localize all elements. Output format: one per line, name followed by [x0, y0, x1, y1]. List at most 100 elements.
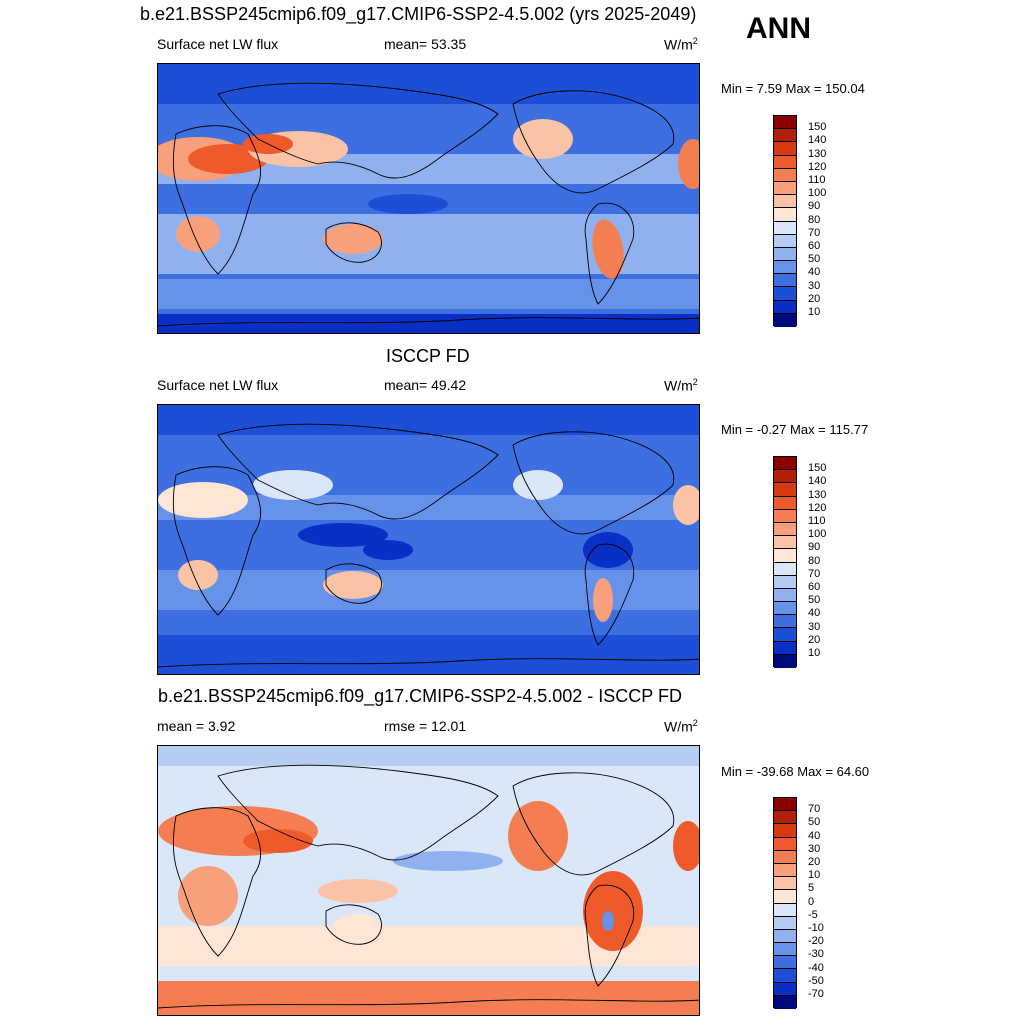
- colorbar-tick-label: -50: [808, 974, 824, 987]
- coastline: [584, 884, 635, 987]
- colorbar-swatch: [774, 943, 796, 957]
- colorbar-swatch: [774, 969, 796, 983]
- colorbar-tick-label: 70: [808, 226, 821, 239]
- coastline: [158, 317, 699, 327]
- panel-1-left-label: Surface net LW flux: [157, 36, 279, 52]
- colorbar-tick-label: 150: [808, 462, 827, 475]
- colorbar-swatch: [774, 509, 796, 523]
- colorbar-swatch: [774, 916, 796, 930]
- colorbar-swatch: [774, 615, 796, 629]
- colorbar-tick-label: 130: [808, 147, 827, 160]
- andes-warm: [593, 578, 613, 622]
- colorbar-swatch: [774, 903, 796, 917]
- arctic-band: [158, 64, 699, 104]
- units-superscript: 2: [692, 36, 698, 46]
- colorbar-swatch: [774, 287, 796, 301]
- namerica-pos: [508, 801, 568, 871]
- subtropic-band-s: [158, 570, 699, 610]
- colorbar-swatch: [774, 536, 796, 550]
- panel-2-left-label: Surface net LW flux: [157, 377, 279, 393]
- colorbar-tick-label: -40: [808, 961, 824, 974]
- colorbar-tick-label: 120: [808, 160, 827, 173]
- colorbar-tick-label: 60: [808, 240, 821, 252]
- colorbar-tick-label: 90: [808, 200, 821, 213]
- southern-ocean-band: [158, 279, 699, 309]
- units-text: W/m: [664, 36, 693, 53]
- southern-ocean-band: [158, 981, 699, 1015]
- panel-3-colorbar: [773, 797, 797, 1009]
- maritime-low: [363, 540, 413, 560]
- colorbar-swatch: [774, 313, 796, 327]
- warmpool-low: [298, 523, 388, 547]
- colorbar-swatch: [774, 562, 796, 576]
- colorbar-swatch: [774, 470, 796, 484]
- sahara-wrap: [673, 821, 699, 871]
- coastline: [172, 125, 262, 275]
- colorbar-swatch: [774, 588, 796, 603]
- colorbar-tick-label: 40: [808, 607, 821, 620]
- arctic-band: [158, 405, 699, 435]
- coastline: [325, 904, 382, 945]
- colorbar-swatch: [774, 261, 796, 275]
- coastline: [512, 90, 675, 194]
- figure-title: b.e21.BSSP245cmip6.f09_g17.CMIP6-SSP2-4.…: [140, 4, 697, 24]
- colorbar-tick-label: -20: [808, 935, 824, 948]
- colorbar-tick-label: 0: [808, 895, 815, 908]
- colorbar-tick-label: 150: [808, 121, 827, 134]
- samerica-pos: [583, 871, 643, 951]
- coastline: [158, 658, 699, 668]
- colorbar-swatch: [774, 116, 796, 130]
- colorbar-tick-label: 40: [808, 829, 821, 842]
- sahara-wrap: [678, 139, 699, 189]
- colorbar-tick-label: -70: [808, 988, 824, 1000]
- units-superscript: 2: [692, 377, 698, 387]
- colorbar-swatch: [774, 522, 796, 537]
- panel-1-units: W/m2: [664, 36, 698, 53]
- panel-2-center-label: mean= 49.42: [384, 377, 467, 393]
- colorbar-swatch: [774, 982, 796, 996]
- colorbar-swatch: [774, 824, 796, 838]
- colorbar-tick-label: 90: [808, 541, 821, 554]
- colorbar-tick-label: 110: [808, 515, 826, 527]
- colorbar-tick-label: 100: [808, 187, 827, 200]
- colorbar-swatch: [774, 798, 796, 812]
- coastline: [584, 543, 635, 646]
- colorbar-tick-label: 70: [808, 803, 821, 816]
- coastline: [172, 466, 262, 616]
- africa-pos: [178, 866, 238, 926]
- colorbar-tick-label: 80: [808, 554, 821, 567]
- australia-warm: [323, 224, 383, 254]
- coastline: [172, 807, 262, 957]
- panel-2-map-svg: [158, 405, 699, 674]
- colorbar-tick-label: 20: [808, 292, 821, 305]
- southern-ocean-band: [158, 635, 699, 674]
- colorbar-swatch: [774, 300, 796, 314]
- colorbar-tick-label: 30: [808, 620, 821, 633]
- panel-1-colorbar: [773, 115, 797, 327]
- warmpool-low: [368, 194, 448, 214]
- colorbar-swatch: [774, 549, 796, 563]
- colorbar-tick-label: 5: [808, 882, 815, 895]
- coastline: [584, 202, 635, 305]
- panel-3-title: b.e21.BSSP245cmip6.f09_g17.CMIP6-SSP2-4.…: [158, 686, 682, 706]
- coastline: [158, 999, 699, 1009]
- colorbar-tick-label: 140: [808, 475, 827, 488]
- colorbar-tick-label: 80: [808, 213, 821, 226]
- sahara-warm: [158, 482, 248, 518]
- colorbar-swatch: [774, 168, 796, 182]
- asia-mild: [253, 470, 333, 500]
- units-text: W/m: [664, 377, 693, 394]
- colorbar-tick-label: 120: [808, 501, 827, 514]
- colorbar-swatch: [774, 496, 796, 510]
- maritime-pos: [318, 879, 398, 903]
- colorbar-swatch: [774, 877, 796, 891]
- colorbar-swatch: [774, 129, 796, 143]
- coastline: [512, 431, 675, 535]
- colorbar-swatch: [774, 274, 796, 288]
- panel-1-map-svg: [158, 64, 699, 333]
- colorbar-tick-label: 10: [808, 647, 821, 659]
- australia-neutral: [333, 914, 383, 938]
- colorbar-swatch: [774, 483, 796, 497]
- panel-3-map-svg: [158, 746, 699, 1015]
- colorbar-tick-label: 50: [808, 253, 821, 266]
